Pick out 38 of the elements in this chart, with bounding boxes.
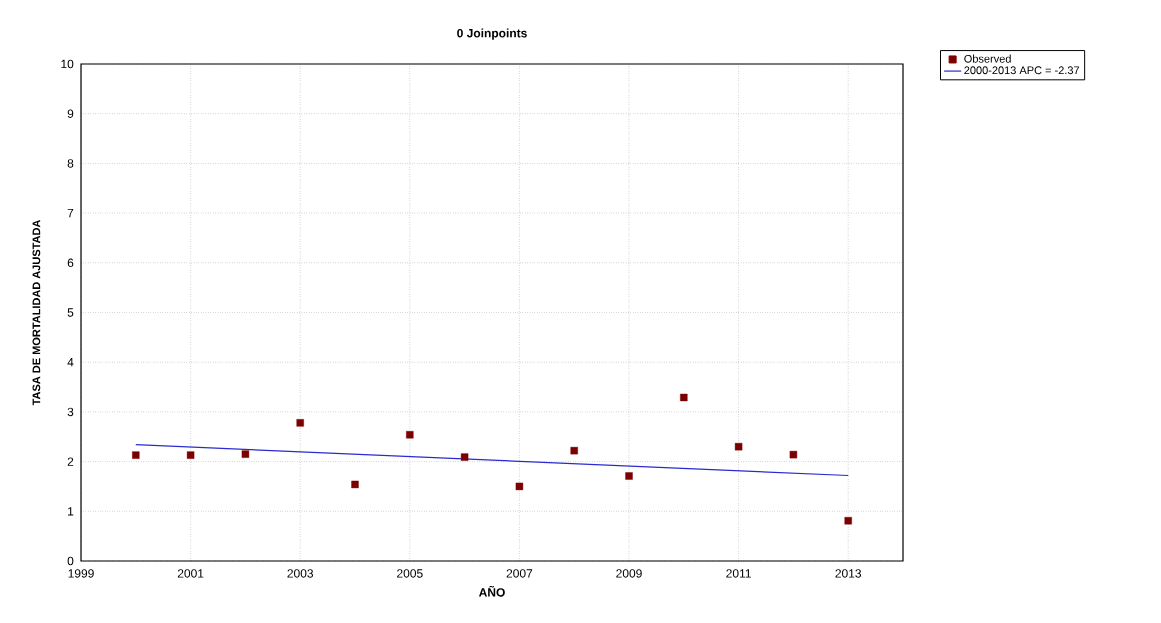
point	[680, 393, 688, 402]
x-axis-title: AÑO	[478, 585, 505, 597]
point	[734, 442, 743, 451]
x-tick-label: 2011	[726, 569, 751, 578]
point	[296, 419, 304, 427]
point	[570, 446, 578, 455]
y-tick-label: 5	[67, 308, 74, 317]
x-tick-label: 2005	[397, 569, 423, 578]
point	[186, 451, 195, 459]
y-tick-label: 3	[67, 407, 74, 417]
y-tick-label: 9	[67, 109, 74, 118]
y-tick-label: 8	[67, 159, 74, 168]
point	[406, 431, 414, 439]
x-tick-label: 2009	[616, 569, 642, 578]
point	[132, 451, 140, 459]
chart-title: 0 Joinpoints	[457, 28, 527, 40]
point	[351, 480, 359, 489]
point	[241, 450, 250, 458]
x-tick-label: 2007	[506, 569, 533, 578]
point	[515, 482, 524, 491]
y-tick-label: 1	[68, 507, 74, 516]
y-tick-label: 6	[67, 258, 74, 268]
y-tick-label: 10	[61, 59, 74, 69]
y-tick-label: 2	[67, 457, 74, 466]
x-tick-label: 2003	[287, 569, 314, 578]
y-tick-label: 7	[67, 208, 74, 218]
point	[460, 453, 469, 461]
legend-label: Observed	[964, 54, 1011, 63]
y-tick-label: 4	[67, 358, 74, 367]
point	[789, 450, 798, 459]
point	[844, 517, 852, 525]
x-tick-label: 2013	[835, 569, 862, 578]
y-axis-title: TASA DE MORTALIDAD AJUSTADA	[32, 219, 41, 406]
point	[625, 472, 633, 480]
x-tick-label: 1999	[68, 569, 94, 578]
legend-label: 2000-2013 APC = -2.37	[964, 66, 1080, 75]
y-tick-label: 0	[67, 556, 74, 566]
x-tick-label: 2001	[177, 569, 204, 578]
